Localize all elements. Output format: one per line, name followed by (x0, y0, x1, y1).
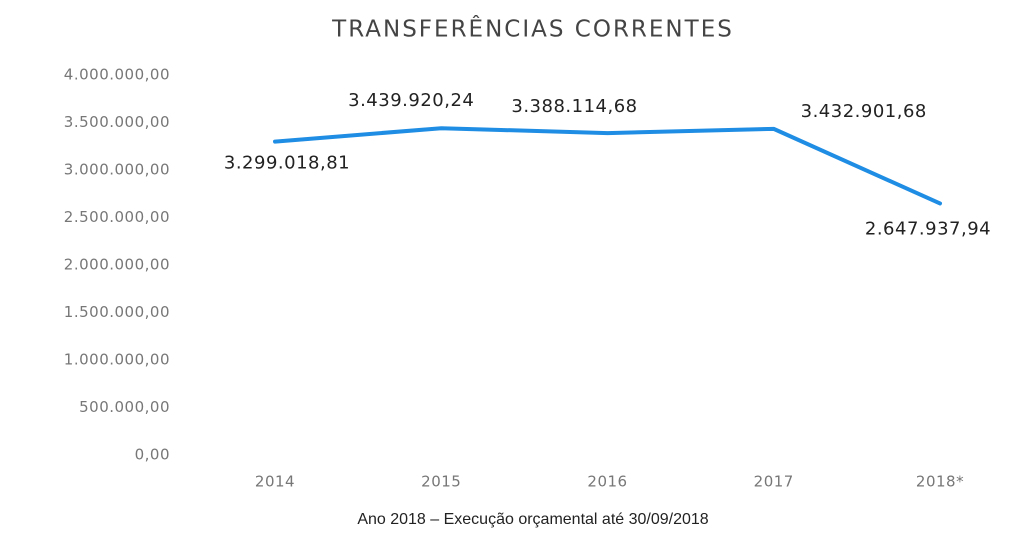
x-tick-label: 2016 (587, 473, 627, 491)
y-tick-label: 2.500.000,00 (64, 208, 170, 226)
line (273, 126, 942, 206)
y-tick-label: 2.000.000,00 (64, 256, 170, 274)
y-tick-label: 0,00 (135, 446, 170, 464)
x-tick-label: 2014 (255, 473, 295, 491)
y-tick-label: 4.000.000,00 (64, 66, 170, 84)
footnote: Ano 2018 – Execução orçamental até 30/09… (357, 511, 708, 528)
y-tick-label: 1.500.000,00 (64, 303, 170, 321)
y-tick-label: 500.000,00 (79, 398, 170, 416)
data-label: 3.299.018,81 (224, 153, 350, 174)
chart-title: TRANSFERÊNCIAS CORRENTES (331, 15, 734, 43)
y-tick-label: 3.000.000,00 (64, 161, 170, 179)
x-tick-label: 2018* (916, 473, 964, 491)
y-tick-label: 3.500.000,00 (64, 113, 170, 131)
y-tick-label: 1.000.000,00 (64, 351, 170, 369)
x-tick-label: 2015 (421, 473, 461, 491)
data-label: 2.647.937,94 (865, 218, 991, 239)
x-tick-label: 2017 (754, 473, 794, 491)
data-label: 3.388.114,68 (511, 96, 637, 117)
data-label: 3.439.920,24 (348, 90, 474, 111)
data-label: 3.432.901,68 (801, 101, 927, 122)
